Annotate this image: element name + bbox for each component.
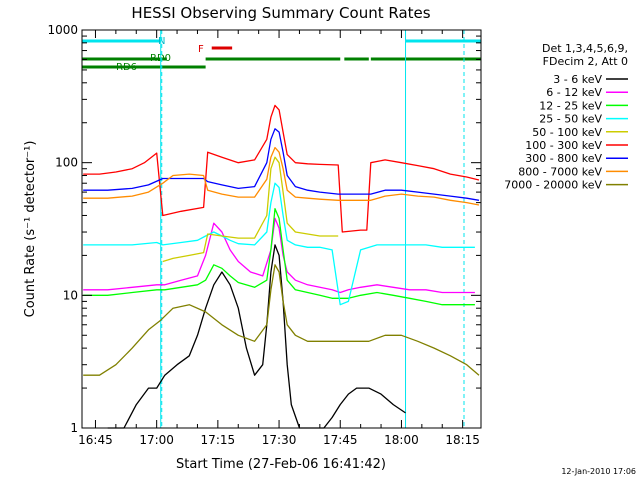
series-line-7 [83,146,480,206]
legend-label-6: 300 - 800 keV [525,152,602,165]
y-tick-label-0: 1 [70,421,78,435]
series-line-5 [83,104,480,233]
y-tick-label-2: 100 [55,156,78,170]
x-tick-label-2: 17:15 [201,433,236,447]
legend-header-1: FDecim 2, Att 0 [543,55,628,68]
legend-label-0: 3 - 6 keV [553,73,602,86]
series-line-8 [83,264,480,376]
x-tick-label-3: 17:30 [262,433,297,447]
legend-label-1: 6 - 12 keV [546,86,602,99]
legend-label-2: 12 - 25 keV [539,99,602,112]
legend-label-3: 25 - 50 keV [539,113,602,126]
y-tick-label-3: 1000 [47,23,78,37]
legend-label-4: 50 - 100 keV [532,126,602,139]
series-line-2 [83,208,475,306]
footer-date: 12-Jan-2010 17:06 [561,467,636,476]
series-line-3 [83,182,475,306]
y-tick-label-1: 10 [63,288,78,302]
legend: Det 1,3,4,5,6,9,FDecim 2, Att 0 3 - 6 keV… [504,42,628,192]
legend-label-5: 100 - 300 keV [525,139,602,152]
x-tick-label-6: 18:15 [445,433,480,447]
status-bars: NFRD0RD6 [82,30,481,428]
series-layer [83,104,480,429]
night-bar-label: N [158,36,165,47]
plot-frame [81,29,482,429]
x-tick-label-5: 18:00 [384,433,419,447]
series-line-0 [107,244,406,429]
series-line-4 [162,156,339,263]
legend-label-8: 7000 - 20000 keV [504,179,602,192]
chart-title: HESSI Observing Summary Count Rates [131,4,430,22]
axes: 16:45 17:00 17:15 17:30 17:45 18:00 18:15 1 10 10… [47,23,481,447]
x-axis-label: Start Time (27-Feb-06 16:41:42) [176,457,386,472]
series-line-6 [83,128,480,201]
x-tick-label-1: 17:00 [139,433,174,447]
x-tick-label-0: 16:45 [78,433,113,447]
y-axis-label: Count Rate (s⁻¹ detector⁻¹) [23,141,38,318]
flare-bar-label: F [198,44,204,55]
legend-header-0: Det 1,3,4,5,6,9, [542,42,628,55]
x-tick-label-4: 17:45 [323,433,358,447]
series-line-1 [83,217,475,294]
rd6-bar-label: RD6 [116,62,137,73]
legend-label-7: 800 - 7000 keV [518,165,602,178]
